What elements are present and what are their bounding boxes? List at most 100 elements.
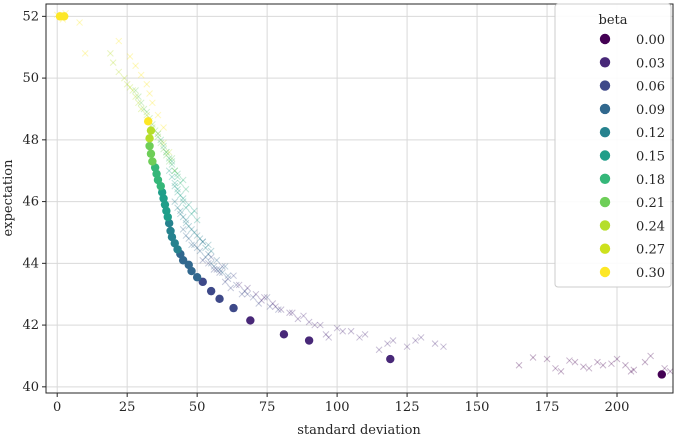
- cross-stroke: [622, 361, 629, 369]
- cross-stroke: [325, 334, 333, 341]
- cross-stroke: [566, 357, 573, 364]
- cross-point: [227, 284, 235, 292]
- cross-point: [165, 158, 173, 165]
- cross-stroke: [594, 358, 601, 366]
- cross-point: [165, 155, 173, 162]
- cross-stroke: [224, 272, 232, 280]
- cross-stroke: [199, 238, 207, 246]
- cross-stroke: [272, 303, 279, 310]
- cross-stroke: [160, 139, 167, 147]
- cross-stroke: [174, 185, 181, 193]
- cross-stroke: [171, 167, 179, 175]
- cross-stroke: [202, 253, 209, 261]
- cross-stroke: [135, 99, 142, 107]
- cross-point: [202, 253, 209, 261]
- cross-stroke: [288, 309, 296, 317]
- cross-stroke: [81, 50, 89, 57]
- cross-point: [179, 195, 187, 202]
- cross-point: [210, 263, 218, 270]
- data-point: [198, 277, 207, 287]
- cross-stroke: [585, 364, 593, 372]
- cross-point: [163, 148, 170, 156]
- cross-stroke: [515, 361, 523, 369]
- cross-stroke: [260, 293, 268, 301]
- cross-stroke: [185, 235, 193, 242]
- legend-entry-label: 0.27: [636, 243, 665, 258]
- y-tick-label: 44: [22, 256, 39, 271]
- cross-point: [580, 363, 587, 371]
- cross-stroke: [288, 309, 296, 317]
- cross-stroke: [204, 250, 212, 258]
- cross-stroke: [129, 87, 137, 94]
- x-tick-label: 125: [395, 400, 420, 415]
- cross-stroke: [552, 364, 559, 372]
- cross-point: [305, 318, 313, 326]
- cross-stroke: [182, 204, 190, 212]
- cross-stroke: [566, 357, 573, 364]
- cross-point: [543, 355, 551, 363]
- cross-stroke: [221, 263, 229, 270]
- cross-point: [266, 303, 274, 310]
- cross-stroke: [412, 337, 419, 344]
- cross-point: [121, 74, 128, 82]
- cross-stroke: [230, 272, 237, 280]
- cross-point: [190, 229, 198, 236]
- data-point: [148, 157, 157, 166]
- cross-stroke: [137, 71, 145, 79]
- cross-point: [599, 361, 607, 369]
- cross-point: [160, 142, 167, 150]
- cross-point: [529, 354, 537, 361]
- cross-stroke: [157, 136, 165, 144]
- data-point: [59, 12, 69, 21]
- legend-entry-label: 0.12: [636, 126, 665, 141]
- cross-stroke: [613, 355, 621, 363]
- cross-point: [179, 176, 187, 184]
- legend-marker: [599, 103, 611, 115]
- cross-point: [294, 315, 302, 323]
- cross-point: [204, 250, 212, 258]
- cross-point: [204, 259, 212, 267]
- cross-point: [213, 266, 221, 273]
- point-markers: [55, 12, 667, 379]
- cross-stroke: [171, 182, 179, 190]
- x-tick-label: 100: [325, 400, 350, 415]
- cross-point: [137, 71, 145, 79]
- cross-stroke: [137, 105, 145, 113]
- cross-point: [182, 219, 190, 227]
- cross-stroke: [160, 124, 167, 131]
- cross-stroke: [168, 155, 176, 162]
- legend-marker: [599, 33, 611, 45]
- cross-stroke: [126, 53, 134, 60]
- cross-point: [325, 334, 333, 341]
- cross-point: [157, 139, 165, 147]
- cross-stroke: [241, 287, 249, 295]
- cross-point: [154, 133, 162, 141]
- cross-stroke: [227, 284, 235, 292]
- cross-point: [356, 334, 363, 341]
- cross-point: [177, 210, 184, 218]
- cross-stroke: [599, 361, 607, 369]
- cross-stroke: [647, 352, 654, 360]
- cross-stroke: [174, 188, 181, 196]
- cross-stroke: [571, 358, 579, 366]
- cross-point: [255, 300, 263, 307]
- cross-stroke: [182, 216, 190, 224]
- cross-point: [196, 247, 204, 255]
- cross-stroke: [171, 182, 179, 190]
- cross-stroke: [182, 232, 190, 239]
- cross-point: [375, 346, 383, 354]
- cross-point: [199, 238, 207, 246]
- cross-stroke: [221, 263, 229, 270]
- cross-point: [557, 368, 565, 375]
- cross-stroke: [126, 84, 134, 91]
- cross-stroke: [339, 327, 347, 335]
- cross-stroke: [266, 303, 274, 310]
- cross-point: [263, 293, 271, 301]
- cross-point: [571, 358, 579, 366]
- cross-stroke: [177, 179, 184, 187]
- cross-point: [126, 84, 134, 91]
- cross-point: [132, 62, 139, 70]
- cross-stroke: [277, 306, 285, 313]
- cross-stroke: [244, 290, 251, 298]
- legend: beta 0.00 0.03 0.06 0.09 0.12 0.15 0.18 0.21 0.2…: [554, 3, 672, 288]
